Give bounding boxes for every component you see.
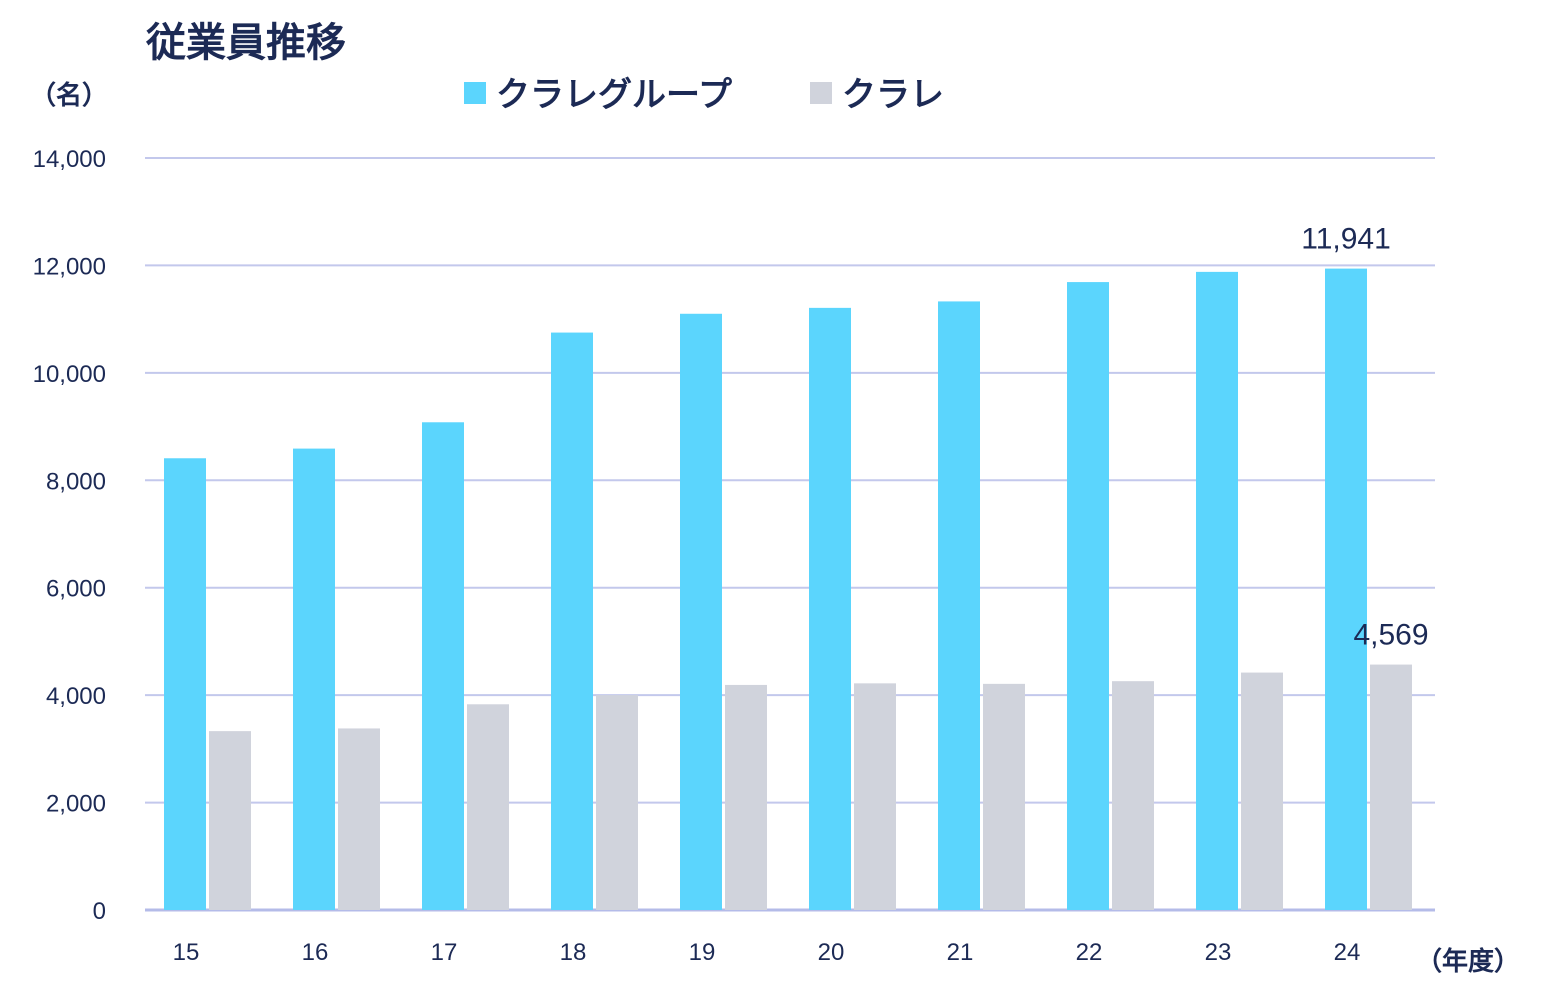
x-tick-label: 20 xyxy=(818,939,845,966)
x-tick-label: 16 xyxy=(302,939,329,966)
x-tick-label: 21 xyxy=(947,939,974,966)
bar-kuraray xyxy=(854,683,896,910)
y-axis-ticks: 0 2,000 4,000 6,000 8,000 10,000 12,000 14,000 xyxy=(33,146,106,925)
bar-kuraray-group xyxy=(680,313,722,910)
bar-kuraray-group xyxy=(551,332,593,911)
y-axis-unit-label: （名） xyxy=(30,80,108,111)
x-tick-label: 17 xyxy=(431,939,458,966)
legend-label-kuraray: クラレ xyxy=(842,75,944,115)
bar-kuraray-group xyxy=(1196,271,1238,911)
bar-kuraray-group xyxy=(164,458,206,910)
y-tick-label: 0 xyxy=(93,898,106,925)
data-labels: 11,941 4,569 xyxy=(1301,223,1428,652)
bar-kuraray-group xyxy=(938,301,980,911)
bar-kuraray xyxy=(596,695,638,910)
x-axis-unit-label: （年度） xyxy=(1416,946,1520,977)
y-tick-label: 4,000 xyxy=(46,683,106,710)
legend-label-group: クラレグループ xyxy=(496,75,732,115)
x-tick-label: 19 xyxy=(689,939,716,966)
bar-kuraray xyxy=(983,683,1025,910)
x-tick-label: 23 xyxy=(1205,939,1232,966)
bar-kuraray xyxy=(338,728,380,910)
data-label: 11,941 xyxy=(1301,223,1391,256)
bar-kuraray xyxy=(725,684,767,910)
x-tick-label: 22 xyxy=(1076,939,1103,966)
data-label: 4,569 xyxy=(1353,619,1428,652)
y-tick-label: 8,000 xyxy=(46,468,106,495)
y-tick-label: 6,000 xyxy=(46,576,106,603)
x-tick-label: 15 xyxy=(173,939,200,966)
bar-kuraray-group xyxy=(293,448,335,910)
bar-kuraray-group xyxy=(1067,282,1109,911)
bar-kuraray xyxy=(467,704,509,910)
y-tick-label: 14,000 xyxy=(33,146,106,173)
x-tick-label: 24 xyxy=(1334,939,1361,966)
legend-swatch-kuraray xyxy=(810,82,832,104)
x-axis-ticks: 15 16 17 18 19 20 21 22 23 24 xyxy=(173,939,1361,966)
bars xyxy=(164,268,1412,911)
legend: クラレグループ クラレ xyxy=(464,75,944,115)
y-tick-label: 12,000 xyxy=(33,253,106,280)
legend-swatch-group xyxy=(464,82,486,104)
y-tick-label: 2,000 xyxy=(46,791,106,818)
bar-kuraray-group xyxy=(422,422,464,910)
y-tick-label: 10,000 xyxy=(33,361,106,388)
bar-kuraray xyxy=(209,731,251,910)
bar-kuraray-group xyxy=(809,307,851,910)
bar-kuraray xyxy=(1370,664,1412,910)
bar-kuraray xyxy=(1112,681,1154,910)
bar-kuraray-group xyxy=(1325,268,1367,910)
x-tick-label: 18 xyxy=(560,939,587,966)
bar-kuraray xyxy=(1241,672,1283,910)
chart-title: 従業員推移 xyxy=(145,20,346,66)
